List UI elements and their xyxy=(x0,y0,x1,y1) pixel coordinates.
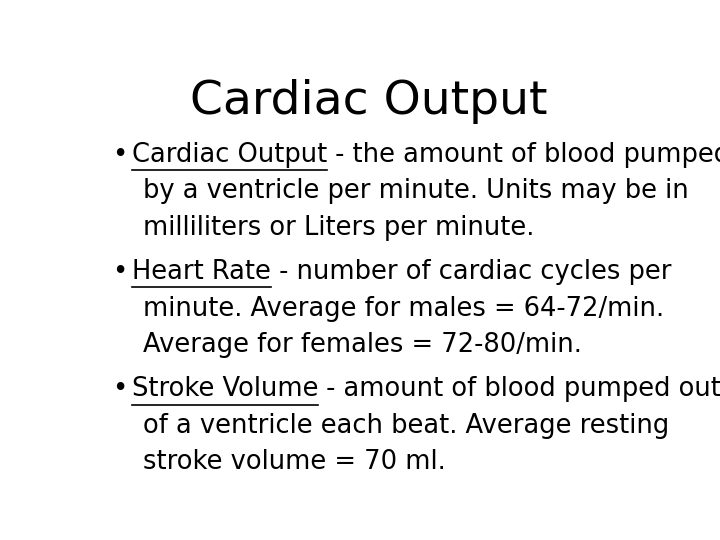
Text: Average for females = 72-80/min.: Average for females = 72-80/min. xyxy=(143,332,582,358)
Text: of a ventricle each beat. Average resting: of a ventricle each beat. Average restin… xyxy=(143,413,670,439)
Text: by a ventricle per minute. Units may be in: by a ventricle per minute. Units may be … xyxy=(143,178,689,204)
Text: Stroke Volume: Stroke Volume xyxy=(132,376,318,402)
Text: •: • xyxy=(112,141,127,168)
Text: minute. Average for males = 64-72/min.: minute. Average for males = 64-72/min. xyxy=(143,295,664,321)
Text: •: • xyxy=(112,376,127,402)
Text: Heart Rate: Heart Rate xyxy=(132,259,271,285)
Text: •: • xyxy=(112,259,127,285)
Text: stroke volume = 70 ml.: stroke volume = 70 ml. xyxy=(143,449,446,475)
Text: Cardiac Output: Cardiac Output xyxy=(190,79,548,124)
Text: - the amount of blood pumped: - the amount of blood pumped xyxy=(327,141,720,168)
Text: milliliters or Liters per minute.: milliliters or Liters per minute. xyxy=(143,215,534,241)
Text: - number of cardiac cycles per: - number of cardiac cycles per xyxy=(271,259,671,285)
Text: Cardiac Output: Cardiac Output xyxy=(132,141,327,168)
Text: - amount of blood pumped out: - amount of blood pumped out xyxy=(318,376,720,402)
